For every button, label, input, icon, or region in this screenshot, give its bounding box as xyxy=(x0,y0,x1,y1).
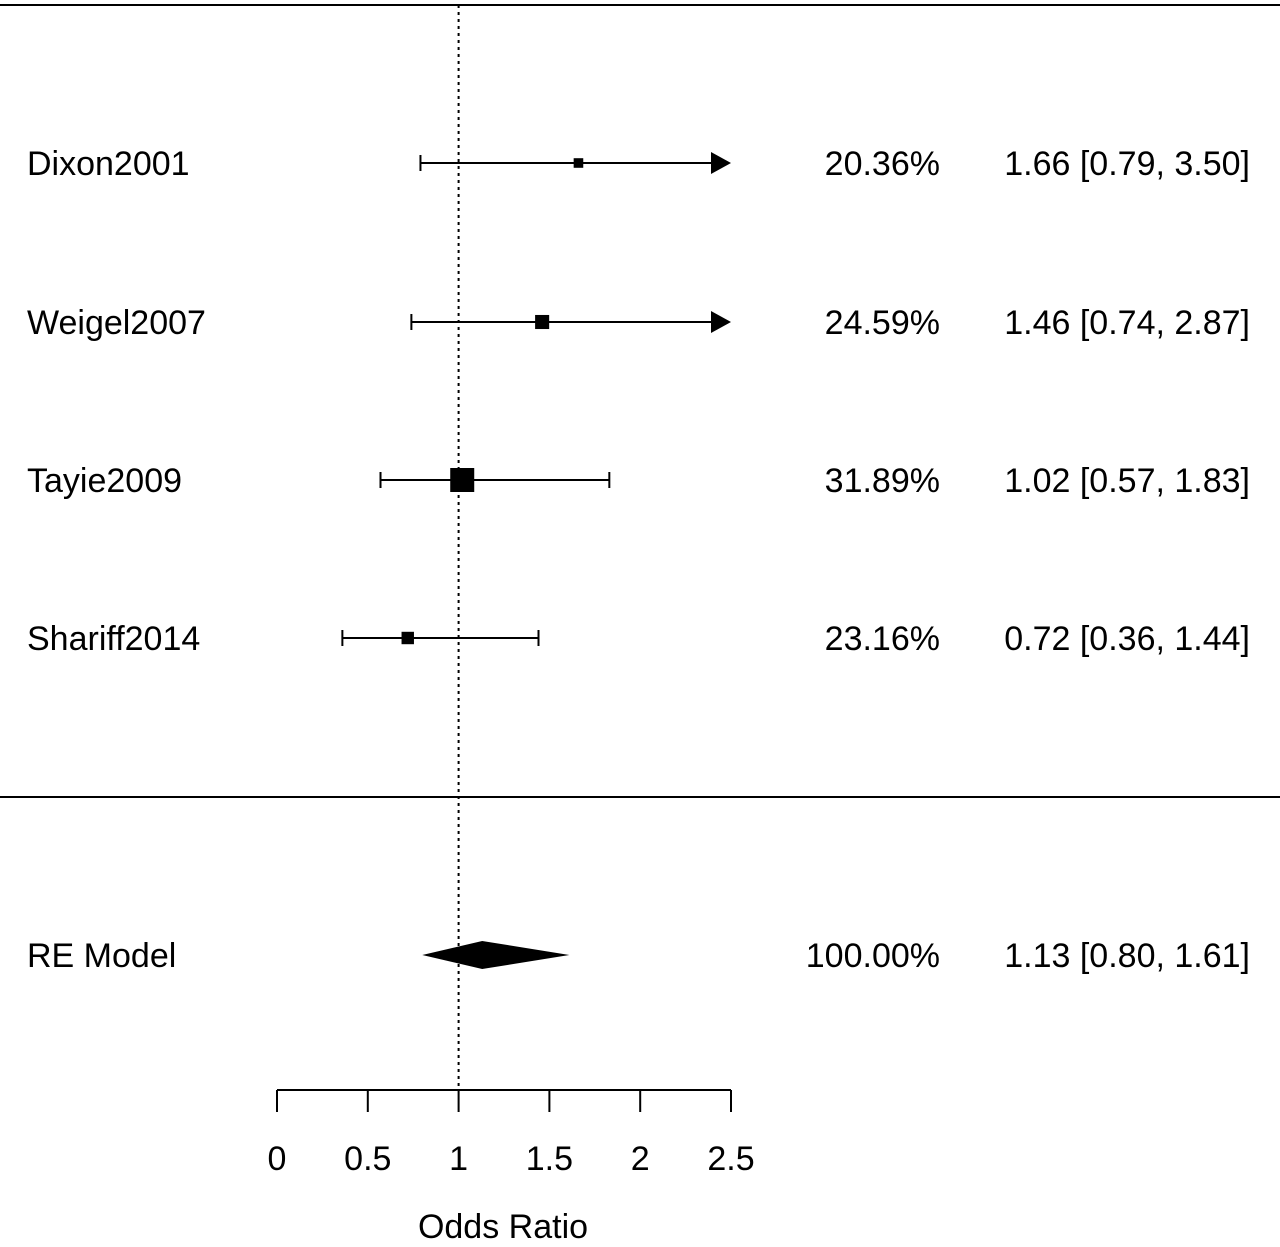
point-estimate-square xyxy=(535,314,550,330)
study-label: Tayie2009 xyxy=(27,462,182,500)
study-row: Shariff2014 23.16% 0.72 [0.36, 1.44] xyxy=(27,620,1250,658)
x-tick-label: 0.5 xyxy=(344,1140,391,1178)
x-tick-label: 2.5 xyxy=(707,1140,754,1178)
study-row: Weigel2007 24.59% 1.46 [0.74, 2.87] xyxy=(27,304,1250,342)
x-tick-label: 1.5 xyxy=(526,1140,573,1178)
point-estimate-square xyxy=(450,468,475,492)
summary-label: RE Model xyxy=(27,937,176,975)
x-tick-label: 1 xyxy=(449,1140,468,1178)
study-label: Dixon2001 xyxy=(27,145,190,183)
study-weight: 23.16% xyxy=(825,620,940,658)
study-weight: 24.59% xyxy=(825,304,940,342)
study-row: Dixon2001 20.36% 1.66 [0.79, 3.50] xyxy=(27,145,1250,183)
x-tick-label: 0 xyxy=(268,1140,287,1178)
point-estimate-square xyxy=(401,631,414,645)
x-axis-label: Odds Ratio xyxy=(418,1208,588,1246)
study-estimate-ci: 1.02 [0.57, 1.83] xyxy=(1004,462,1250,500)
point-estimate-square xyxy=(573,158,584,168)
study-row: Tayie2009 31.89% 1.02 [0.57, 1.83] xyxy=(27,462,1250,500)
x-tick-label: 2 xyxy=(631,1140,650,1178)
ci-clipped-arrow xyxy=(711,152,731,174)
study-label: Shariff2014 xyxy=(27,620,200,658)
study-estimate-ci: 1.46 [0.74, 2.87] xyxy=(1004,304,1250,342)
study-estimate-ci: 0.72 [0.36, 1.44] xyxy=(1004,620,1250,658)
x-axis: 0 0.5 1 1.5 2 2.5 xyxy=(268,1089,755,1178)
ci-clipped-arrow xyxy=(711,311,731,333)
summary-diamond xyxy=(422,941,570,969)
summary-weight: 100.00% xyxy=(806,937,940,975)
study-weight: 20.36% xyxy=(825,145,940,183)
summary-estimate-ci: 1.13 [0.80, 1.61] xyxy=(1004,937,1250,975)
study-estimate-ci: 1.66 [0.79, 3.50] xyxy=(1004,145,1250,183)
summary-row: RE Model 100.00% 1.13 [0.80, 1.61] xyxy=(27,937,1250,975)
study-label: Weigel2007 xyxy=(27,304,206,342)
study-weight: 31.89% xyxy=(825,462,940,500)
